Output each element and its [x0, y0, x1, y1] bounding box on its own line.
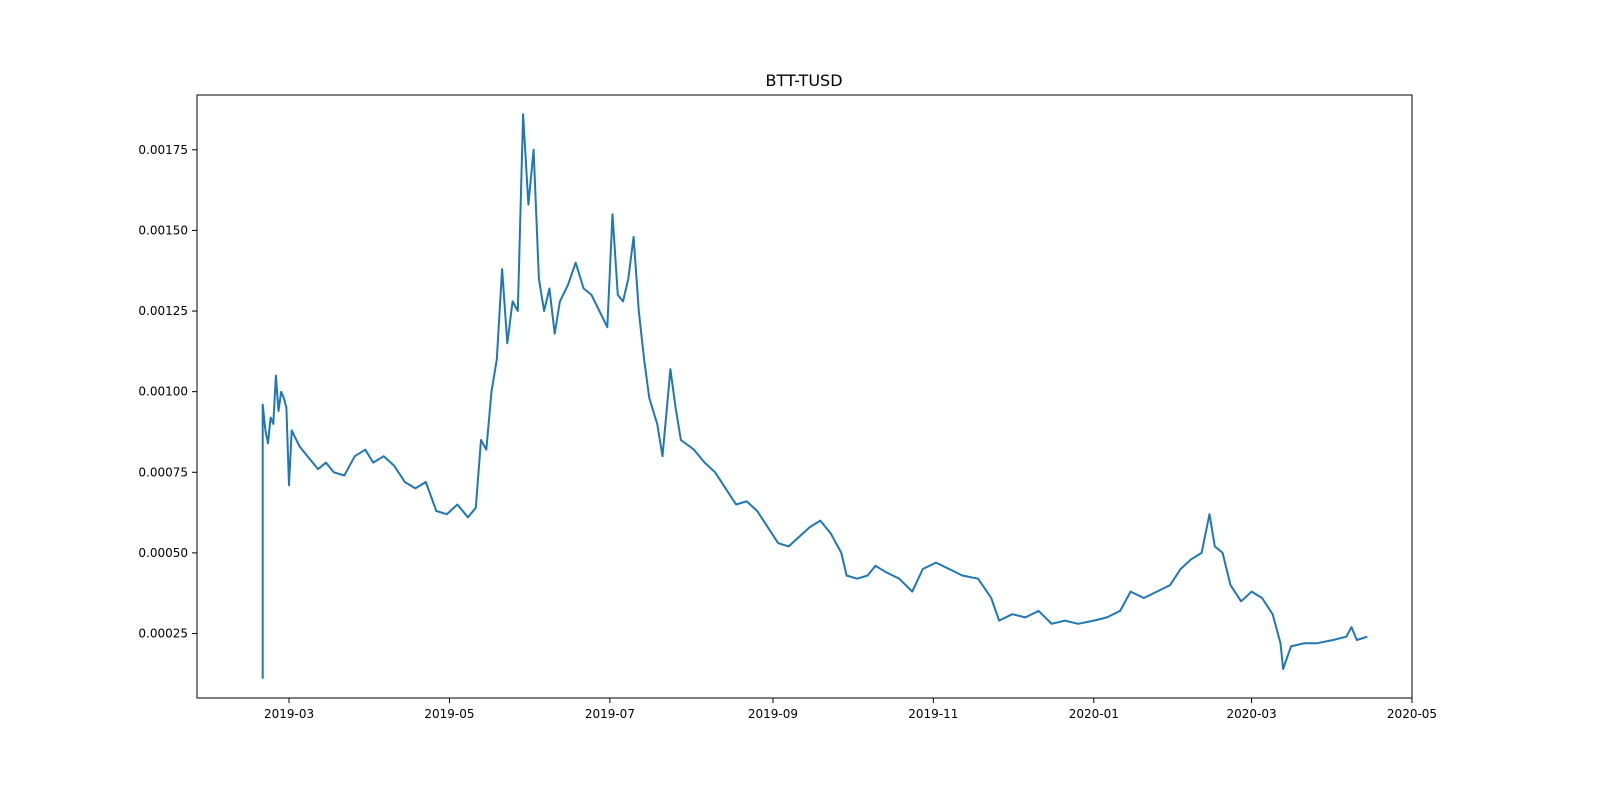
y-tick-label: 0.00075 [138, 465, 188, 479]
x-tick-label: 2020-05 [1387, 707, 1437, 721]
x-tick-label: 2020-03 [1227, 707, 1277, 721]
x-axis: 2019-03 2019-05 2019-07 2019-09 2019-11 2020-… [264, 698, 1437, 721]
y-tick-label: 0.00050 [138, 546, 188, 560]
y-tick-label: 0.00125 [138, 304, 188, 318]
y-tick-label: 0.00150 [138, 223, 188, 237]
y-tick-label: 0.00175 [138, 143, 188, 157]
chart-title: BTT-TUSD [765, 71, 842, 90]
x-tick-label: 2019-11 [908, 707, 958, 721]
x-tick-label: 2019-05 [424, 707, 474, 721]
x-tick-label: 2019-09 [748, 707, 798, 721]
x-tick-label: 2019-07 [585, 707, 635, 721]
x-tick-label: 2019-03 [264, 707, 314, 721]
plot-frame [196, 94, 1413, 699]
y-tick-label: 0.00025 [138, 627, 188, 641]
x-tick-label: 2020-01 [1069, 707, 1119, 721]
y-tick-label: 0.00100 [138, 385, 188, 399]
y-axis: 0.00025 0.00050 0.00075 0.00100 0.00125 0.001… [138, 143, 197, 641]
series-line [261, 113, 1368, 679]
